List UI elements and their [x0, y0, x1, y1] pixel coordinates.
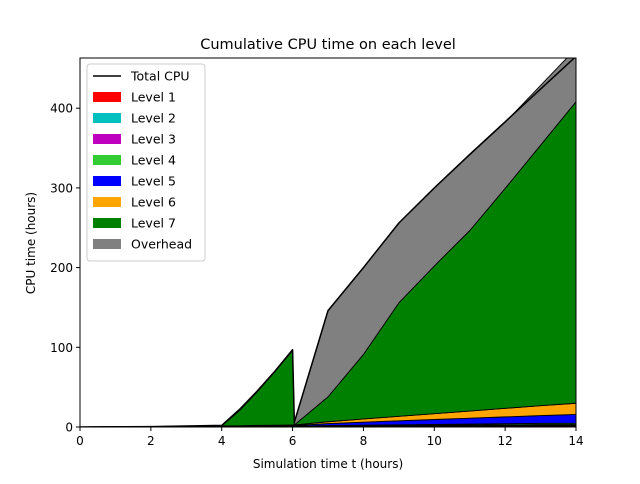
legend-swatch-level-2: [93, 113, 121, 123]
x-tick-label: 10: [427, 434, 442, 448]
legend-swatch-level-3: [93, 134, 121, 144]
legend-label-level-3: Level 3: [131, 132, 176, 147]
x-tick-label: 6: [289, 434, 297, 448]
legend: Total CPU Level 1 Level 2 Level 3 Level 4 Lev…: [86, 63, 206, 262]
y-tick-label: 100: [50, 341, 73, 355]
x-axis-label: Simulation time t (hours): [253, 457, 403, 471]
legend-label-level-7: Level 7: [131, 216, 176, 231]
legend-swatch-overhead: [93, 239, 121, 249]
x-tick-label: 2: [147, 434, 155, 448]
axes-frame: [79, 57, 577, 428]
legend-label-level-4: Level 4: [131, 153, 176, 168]
legend-label-level-2: Level 2: [131, 111, 176, 126]
y-tick-label: 300: [50, 181, 73, 195]
legend-label-overhead: Overhead: [131, 237, 192, 252]
legend-swatch-level-6: [93, 197, 121, 207]
legend-swatch-level-4: [93, 155, 121, 165]
legend-swatch-level-5: [93, 176, 121, 186]
legend-label-total-cpu: Total CPU: [130, 69, 190, 84]
x-tick-label: 0: [76, 434, 84, 448]
x-tick-label: 8: [360, 434, 368, 448]
y-tick-label: 0: [65, 421, 73, 435]
legend-label-level-1: Level 1: [131, 90, 176, 105]
y-axis-label: CPU time (hours): [24, 192, 38, 294]
x-tick-label: 4: [218, 434, 226, 448]
x-tick-label: 12: [498, 434, 513, 448]
chart-title: Cumulative CPU time on each level: [200, 37, 456, 53]
axes: 0 2 4 6 8 10 12 14 0 100 200 300 400: [50, 57, 584, 448]
legend-label-level-6: Level 6: [131, 195, 176, 210]
y-tick-label: 200: [50, 261, 73, 275]
total-cpu-line: [80, 58, 576, 427]
legend-swatch-level-7: [93, 218, 121, 228]
x-tick-label: 14: [568, 434, 583, 448]
y-tick-label: 400: [50, 102, 73, 116]
legend-swatch-level-1: [93, 92, 121, 102]
legend-label-level-5: Level 5: [131, 174, 176, 189]
